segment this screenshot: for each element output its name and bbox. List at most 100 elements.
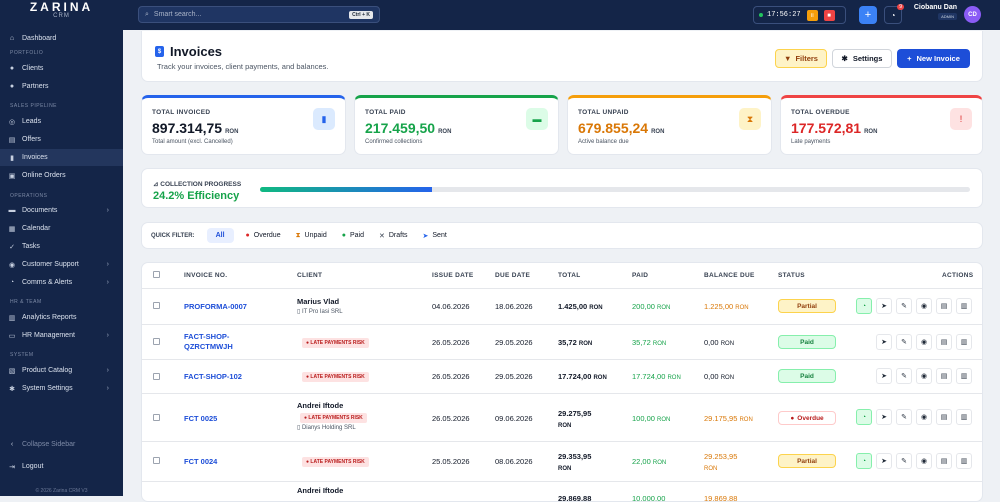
sidebar-item-documents[interactable]: ▬ Documents › (0, 202, 123, 219)
send-button[interactable]: ➤ (876, 409, 892, 425)
total-amount: 35,72 RON (558, 338, 592, 347)
sidebar-item-invoices[interactable]: ▮ Invoices (0, 149, 123, 166)
row-checkbox[interactable] (153, 414, 160, 421)
send-button[interactable]: ➤ (876, 334, 892, 350)
row-actions: ◔ ➤ ✎ ◉ ▤ ▥ (856, 409, 976, 425)
quick-add-button[interactable]: + (859, 6, 877, 24)
pdf-button[interactable]: ▤ (936, 409, 952, 425)
collapse-sidebar-button[interactable]: ‹ Collapse Sidebar (0, 436, 123, 453)
filter-chip-drafts[interactable]: ✕ Drafts (379, 232, 408, 240)
delete-button[interactable]: ▥ (956, 453, 972, 469)
table-row[interactable]: Andrei Iftode 29.869,88 10.000,00 19.869… (142, 481, 982, 501)
view-button[interactable]: ◉ (916, 334, 932, 350)
sidebar-item-comms-alerts[interactable]: ◔ Comms & Alerts › (0, 274, 123, 291)
col-due-date[interactable]: DUE DATE (495, 272, 531, 279)
edit-button[interactable]: ✎ (896, 298, 912, 314)
sidebar-item-calendar[interactable]: ▦ Calendar (0, 220, 123, 237)
notifications-button[interactable]: ◔ 9 (884, 4, 904, 24)
logout-button[interactable]: ⇥ Logout (0, 458, 123, 475)
delete-button[interactable]: ▥ (956, 368, 972, 384)
edit-button[interactable]: ✎ (896, 368, 912, 384)
filter-chip-sent[interactable]: ➤ Sent (423, 232, 447, 240)
total-value: 35,72 (558, 338, 577, 347)
whatsapp-button[interactable]: ◔ (856, 298, 872, 314)
box-icon: ▧ (8, 367, 16, 375)
late-risk-text: LATE PAYMENTS RISK (310, 340, 365, 346)
filter-chip-overdue[interactable]: ● Overdue (246, 232, 281, 239)
col-client[interactable]: CLIENT (297, 272, 323, 279)
sidebar-item-analytics-reports[interactable]: ▥ Analytics Reports (0, 309, 123, 326)
delete-button[interactable]: ▥ (956, 334, 972, 350)
currency: RON (652, 460, 667, 466)
filter-chip-all[interactable]: All (206, 228, 234, 243)
pdf-button[interactable]: ▤ (936, 334, 952, 350)
brand-logo[interactable]: ZARINA CRM (0, 0, 123, 30)
invoice-number-link[interactable]: FACT-SHOP-QZRCTMWJH (184, 332, 233, 351)
whatsapp-button[interactable]: ◔ (856, 409, 872, 425)
sidebar-item-system-settings[interactable]: ✱ System Settings › (0, 380, 123, 397)
sidebar-item-clients[interactable]: ● Clients (0, 60, 123, 77)
sidebar-item-customer-support[interactable]: ◉ Customer Support › (0, 256, 123, 273)
pdf-button[interactable]: ▤ (936, 453, 952, 469)
view-button[interactable]: ◉ (916, 409, 932, 425)
col-total[interactable]: TOTAL (558, 272, 581, 279)
col-invoice-no[interactable]: INVOICE NO. (184, 272, 228, 279)
sidebar-item-offers[interactable]: ▤ Offers (0, 131, 123, 148)
table-row[interactable]: FCT 0024 ● LATE PAYMENTS RISK 25.05.2026… (142, 441, 982, 481)
edit-button[interactable]: ✎ (896, 409, 912, 425)
whatsapp-button[interactable]: ◔ (856, 453, 872, 469)
user-menu[interactable]: Ciobanu Dan ADMIN (913, 4, 957, 20)
invoice-number-link[interactable]: FCT 0025 (184, 414, 218, 423)
sidebar-item-leads[interactable]: ◎ Leads (0, 113, 123, 130)
pause-button[interactable]: ॥ (806, 9, 818, 21)
sidebar-item-tasks[interactable]: ✓ Tasks (0, 238, 123, 255)
stop-button[interactable]: ■ (823, 9, 835, 21)
send-button[interactable]: ➤ (876, 298, 892, 314)
settings-button[interactable]: ✱ Settings (832, 49, 892, 68)
view-button[interactable]: ◉ (916, 368, 932, 384)
sidebar-item-online-orders[interactable]: ▣ Online Orders (0, 167, 123, 184)
brand-sub: CRM (53, 13, 70, 19)
sidebar-item-product-catalog[interactable]: ▧ Product Catalog › (0, 362, 123, 379)
send-button[interactable]: ➤ (876, 453, 892, 469)
delete-button[interactable]: ▥ (956, 409, 972, 425)
new-invoice-button[interactable]: + New Invoice (897, 49, 970, 68)
table-row[interactable]: PROFORMA-0007 Marius Vlad ▯ IT Pro Iasi … (142, 288, 982, 324)
avatar[interactable]: CD (964, 6, 981, 23)
sidebar-item-dashboard[interactable]: ⌂ Dashboard (0, 30, 123, 47)
search-input[interactable]: ⌕ Smart search... Ctrl + K (138, 6, 380, 23)
view-button[interactable]: ◉ (916, 298, 932, 314)
send-button[interactable]: ➤ (876, 368, 892, 384)
total-value: 1.425,00 (558, 302, 588, 311)
sidebar-item-hr-management[interactable]: ▭ HR Management › (0, 327, 123, 344)
edit-button[interactable]: ✎ (896, 334, 912, 350)
row-checkbox[interactable] (153, 373, 160, 380)
invoice-number-link[interactable]: FCT 0024 (184, 457, 218, 466)
invoice-number-link[interactable]: PROFORMA-0007 (184, 302, 247, 311)
row-checkbox[interactable] (153, 338, 160, 345)
invoice-number-link[interactable]: FACT-SHOP-102 (184, 372, 242, 381)
col-paid[interactable]: PAID (632, 272, 649, 279)
pdf-button[interactable]: ▤ (936, 368, 952, 384)
sidebar-item-partners[interactable]: ● Partners (0, 78, 123, 95)
view-button[interactable]: ◉ (916, 453, 932, 469)
issue-date: 26.05.2026 (432, 338, 470, 347)
table-row[interactable]: FCT 0025 Andrei Iftode ● LATE PAYMENTS R… (142, 393, 982, 441)
pdf-button[interactable]: ▤ (936, 298, 952, 314)
delete-button[interactable]: ▥ (956, 298, 972, 314)
row-checkbox[interactable] (153, 302, 160, 309)
col-issue-date[interactable]: ISSUE DATE (432, 272, 474, 279)
select-all-checkbox[interactable] (153, 271, 160, 278)
edit-button[interactable]: ✎ (896, 453, 912, 469)
filter-chip-paid[interactable]: ● Paid (342, 232, 364, 239)
filter-chip-unpaid[interactable]: ⧗ Unpaid (296, 232, 327, 240)
sidebar-item-label: Calendar (22, 225, 51, 232)
user-role-badge: ADMIN (938, 13, 957, 20)
table-row[interactable]: FACT-SHOP-QZRCTMWJH ● LATE PAYMENTS RISK… (142, 324, 982, 359)
col-balance-due[interactable]: BALANCE DUE (704, 272, 755, 279)
chip-label: Drafts (388, 232, 408, 239)
filters-button[interactable]: ▼ Filters (775, 49, 827, 68)
table-row[interactable]: FACT-SHOP-102 ● LATE PAYMENTS RISK 26.05… (142, 359, 982, 393)
row-checkbox[interactable] (153, 457, 160, 464)
paid-value: 100,00 (632, 414, 655, 423)
